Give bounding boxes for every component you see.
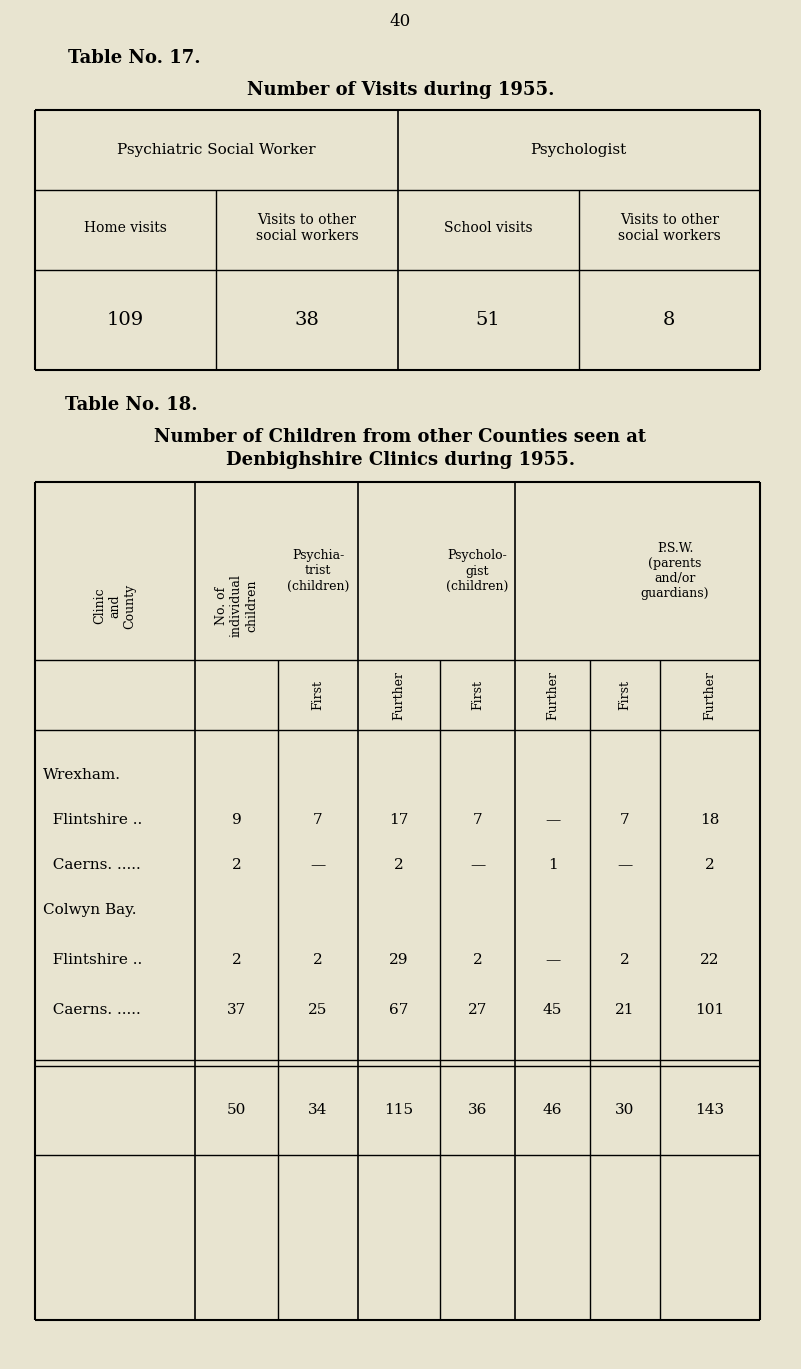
Text: Further: Further xyxy=(392,671,405,720)
Text: First: First xyxy=(312,680,324,711)
Text: 34: 34 xyxy=(308,1103,328,1117)
Text: 46: 46 xyxy=(543,1103,562,1117)
Text: 37: 37 xyxy=(227,1003,246,1017)
Text: 2: 2 xyxy=(394,858,404,872)
Text: 27: 27 xyxy=(468,1003,487,1017)
Text: 2: 2 xyxy=(231,953,241,967)
Text: Psychiatric Social Worker: Psychiatric Social Worker xyxy=(117,142,316,157)
Text: First: First xyxy=(618,680,631,711)
Text: 17: 17 xyxy=(389,813,409,827)
Text: —: — xyxy=(545,813,560,827)
Text: 25: 25 xyxy=(308,1003,328,1017)
Text: Clinic
and
County: Clinic and County xyxy=(94,583,136,628)
Text: Psycholo-
gist
(children): Psycholo- gist (children) xyxy=(446,549,509,593)
Text: Psychologist: Psychologist xyxy=(530,142,627,157)
Text: 29: 29 xyxy=(389,953,409,967)
Text: 7: 7 xyxy=(473,813,482,827)
Text: Visits to other
social workers: Visits to other social workers xyxy=(618,214,721,244)
Text: Flintshire ..: Flintshire .. xyxy=(43,953,143,967)
Text: No. of
individual
children: No. of individual children xyxy=(215,575,258,638)
Text: Psychia-
trist
(children): Psychia- trist (children) xyxy=(287,549,349,593)
Text: Flintshire ..: Flintshire .. xyxy=(43,813,143,827)
Text: 115: 115 xyxy=(384,1103,413,1117)
Text: 9: 9 xyxy=(231,813,241,827)
Text: 2: 2 xyxy=(231,858,241,872)
Text: P.S.W.
(parents
and/or
guardians): P.S.W. (parents and/or guardians) xyxy=(641,542,709,600)
Text: Home visits: Home visits xyxy=(84,220,167,235)
Text: 8: 8 xyxy=(663,311,675,329)
Text: Visits to other
social workers: Visits to other social workers xyxy=(256,214,358,244)
Text: 7: 7 xyxy=(313,813,323,827)
Text: —: — xyxy=(310,858,326,872)
Text: 2: 2 xyxy=(313,953,323,967)
Text: Caerns. .....: Caerns. ..... xyxy=(43,1003,141,1017)
Text: —: — xyxy=(545,953,560,967)
Text: Further: Further xyxy=(546,671,559,720)
Text: 30: 30 xyxy=(615,1103,634,1117)
Text: 51: 51 xyxy=(476,311,501,329)
Text: Denbighshire Clinics during 1955.: Denbighshire Clinics during 1955. xyxy=(226,450,575,470)
Text: 7: 7 xyxy=(620,813,630,827)
Text: 67: 67 xyxy=(389,1003,409,1017)
Text: Wrexham.: Wrexham. xyxy=(43,768,121,782)
Text: —: — xyxy=(618,858,633,872)
Text: 21: 21 xyxy=(615,1003,634,1017)
Text: 38: 38 xyxy=(295,311,320,329)
Text: Colwyn Bay.: Colwyn Bay. xyxy=(43,904,136,917)
Text: —: — xyxy=(470,858,485,872)
Text: First: First xyxy=(471,680,484,711)
Text: 50: 50 xyxy=(227,1103,246,1117)
Text: 40: 40 xyxy=(390,14,411,30)
Text: Number of Children from other Counties seen at: Number of Children from other Counties s… xyxy=(155,428,646,446)
Text: Number of Visits during 1955.: Number of Visits during 1955. xyxy=(247,81,554,99)
Text: 2: 2 xyxy=(620,953,630,967)
Text: 36: 36 xyxy=(468,1103,487,1117)
Text: School visits: School visits xyxy=(444,220,533,235)
Text: Caerns. .....: Caerns. ..... xyxy=(43,858,141,872)
Text: 101: 101 xyxy=(695,1003,725,1017)
Text: 18: 18 xyxy=(700,813,719,827)
Text: 143: 143 xyxy=(695,1103,725,1117)
Text: 45: 45 xyxy=(543,1003,562,1017)
Text: Further: Further xyxy=(703,671,717,720)
Text: 2: 2 xyxy=(473,953,482,967)
Text: 1: 1 xyxy=(548,858,557,872)
Text: 109: 109 xyxy=(107,311,144,329)
Text: Table ⁠No. 17.: Table ⁠No. 17. xyxy=(68,49,200,67)
Text: Table No. 18.: Table No. 18. xyxy=(65,396,198,413)
Text: 22: 22 xyxy=(700,953,720,967)
Text: 2: 2 xyxy=(705,858,714,872)
